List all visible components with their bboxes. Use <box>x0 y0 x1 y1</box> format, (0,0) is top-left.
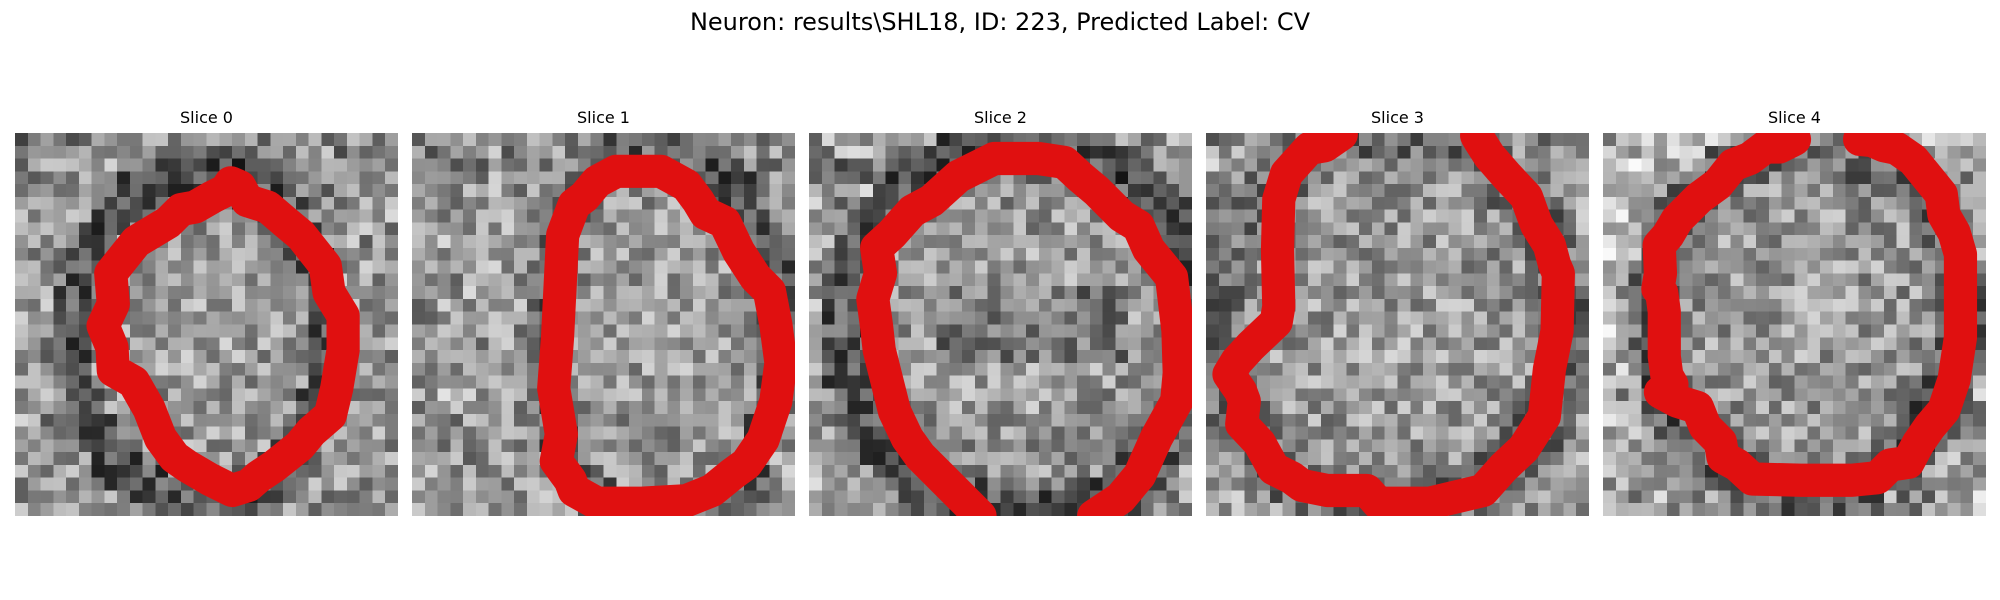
slice-panel-4: Slice 4 <box>1603 108 1986 520</box>
slice-title-2: Slice 2 <box>974 108 1027 127</box>
slice-title-1: Slice 1 <box>577 108 630 127</box>
neuron-contour-4 <box>1641 133 1978 497</box>
neuron-contour-0 <box>86 166 360 508</box>
slice-panel-0: Slice 0 <box>15 108 398 520</box>
neuron-contour-1 <box>537 154 795 516</box>
slice-image-3 <box>1206 133 1589 516</box>
grayscale-tile-grid-4 <box>1603 133 1986 516</box>
neuron-contour-3 <box>1212 133 1575 516</box>
slice-image-1 <box>412 133 795 516</box>
slice-title-3: Slice 3 <box>1371 108 1424 127</box>
slice-image-0 <box>15 133 398 516</box>
figure-title: Neuron: results\SHL18, ID: 223, Predicte… <box>689 8 1311 36</box>
slice-image-4 <box>1603 133 1986 516</box>
slice-panel-3: Slice 3 <box>1206 108 1589 520</box>
grayscale-tile-grid-2 <box>809 133 1192 516</box>
slice-panel-1: Slice 1 <box>412 108 795 520</box>
slice-image-2 <box>809 133 1192 516</box>
slice-title-0: Slice 0 <box>180 108 233 127</box>
slice-panel-2: Slice 2 <box>809 108 1192 520</box>
neuron-contour-2 <box>856 141 1192 516</box>
slice-title-4: Slice 4 <box>1768 108 1821 127</box>
